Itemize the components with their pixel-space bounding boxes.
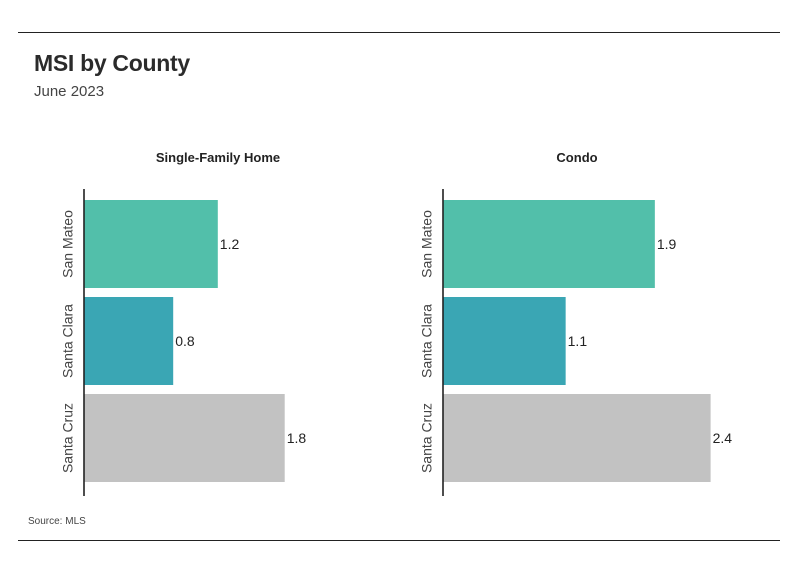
bar-santa-cruz: [84, 394, 285, 482]
category-label-san-mateo: San Mateo: [60, 210, 76, 278]
bar-santa-clara: [443, 297, 566, 385]
bar-santa-cruz: [443, 394, 711, 482]
data-label-san-mateo: 1.9: [657, 236, 677, 252]
category-label-santa-clara: Santa Clara: [419, 304, 435, 378]
data-label-santa-cruz: 2.4: [713, 430, 733, 446]
bar-santa-clara: [84, 297, 174, 385]
category-label-santa-clara: Santa Clara: [60, 304, 76, 378]
bottom-rule: [18, 540, 780, 541]
data-label-santa-clara: 1.1: [568, 333, 588, 349]
category-label-santa-cruz: Santa Cruz: [60, 403, 76, 473]
panel-title: Single-Family Home: [156, 150, 280, 165]
source-note: Source: MLS: [28, 516, 86, 527]
data-label-santa-clara: 0.8: [175, 333, 195, 349]
category-label-santa-cruz: Santa Cruz: [419, 403, 435, 473]
panel-single-family-home: Single-Family Home 1.2 San Mateo 0.8 Santa C…: [60, 150, 307, 496]
top-rule: [18, 32, 780, 33]
panel-title: Condo: [556, 150, 597, 165]
bar-san-mateo: [443, 200, 655, 288]
panel-condo: Condo 1.9 San Mateo 1.1 Santa Clara 2.4 Santa …: [419, 150, 733, 496]
category-label-san-mateo: San Mateo: [419, 210, 435, 278]
chart-subtitle: June 2023: [34, 83, 105, 100]
chart-title: MSI by County: [34, 50, 190, 76]
data-label-san-mateo: 1.2: [220, 236, 240, 252]
bar-san-mateo: [84, 200, 218, 288]
data-label-santa-cruz: 1.8: [287, 430, 307, 446]
